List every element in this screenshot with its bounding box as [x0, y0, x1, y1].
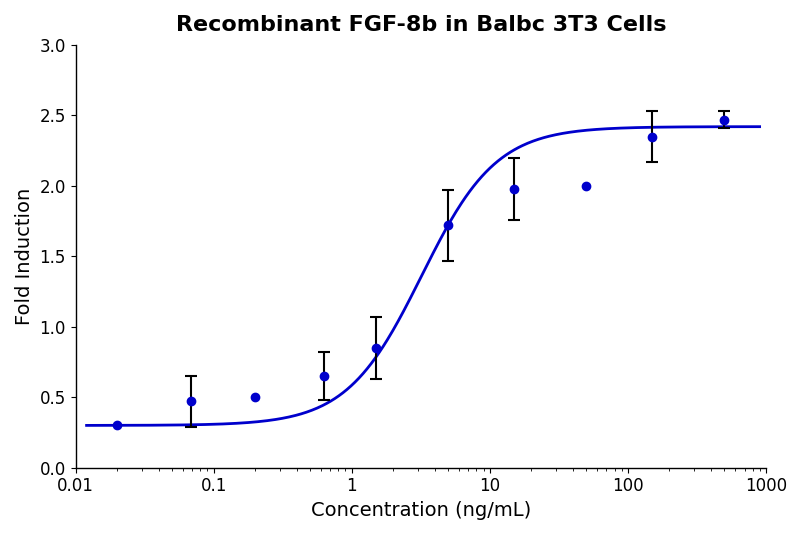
Title: Recombinant FGF-8b in Balbc 3T3 Cells: Recombinant FGF-8b in Balbc 3T3 Cells: [176, 15, 666, 35]
Y-axis label: Fold Induction: Fold Induction: [15, 188, 34, 325]
X-axis label: Concentration (ng/mL): Concentration (ng/mL): [310, 501, 531, 520]
